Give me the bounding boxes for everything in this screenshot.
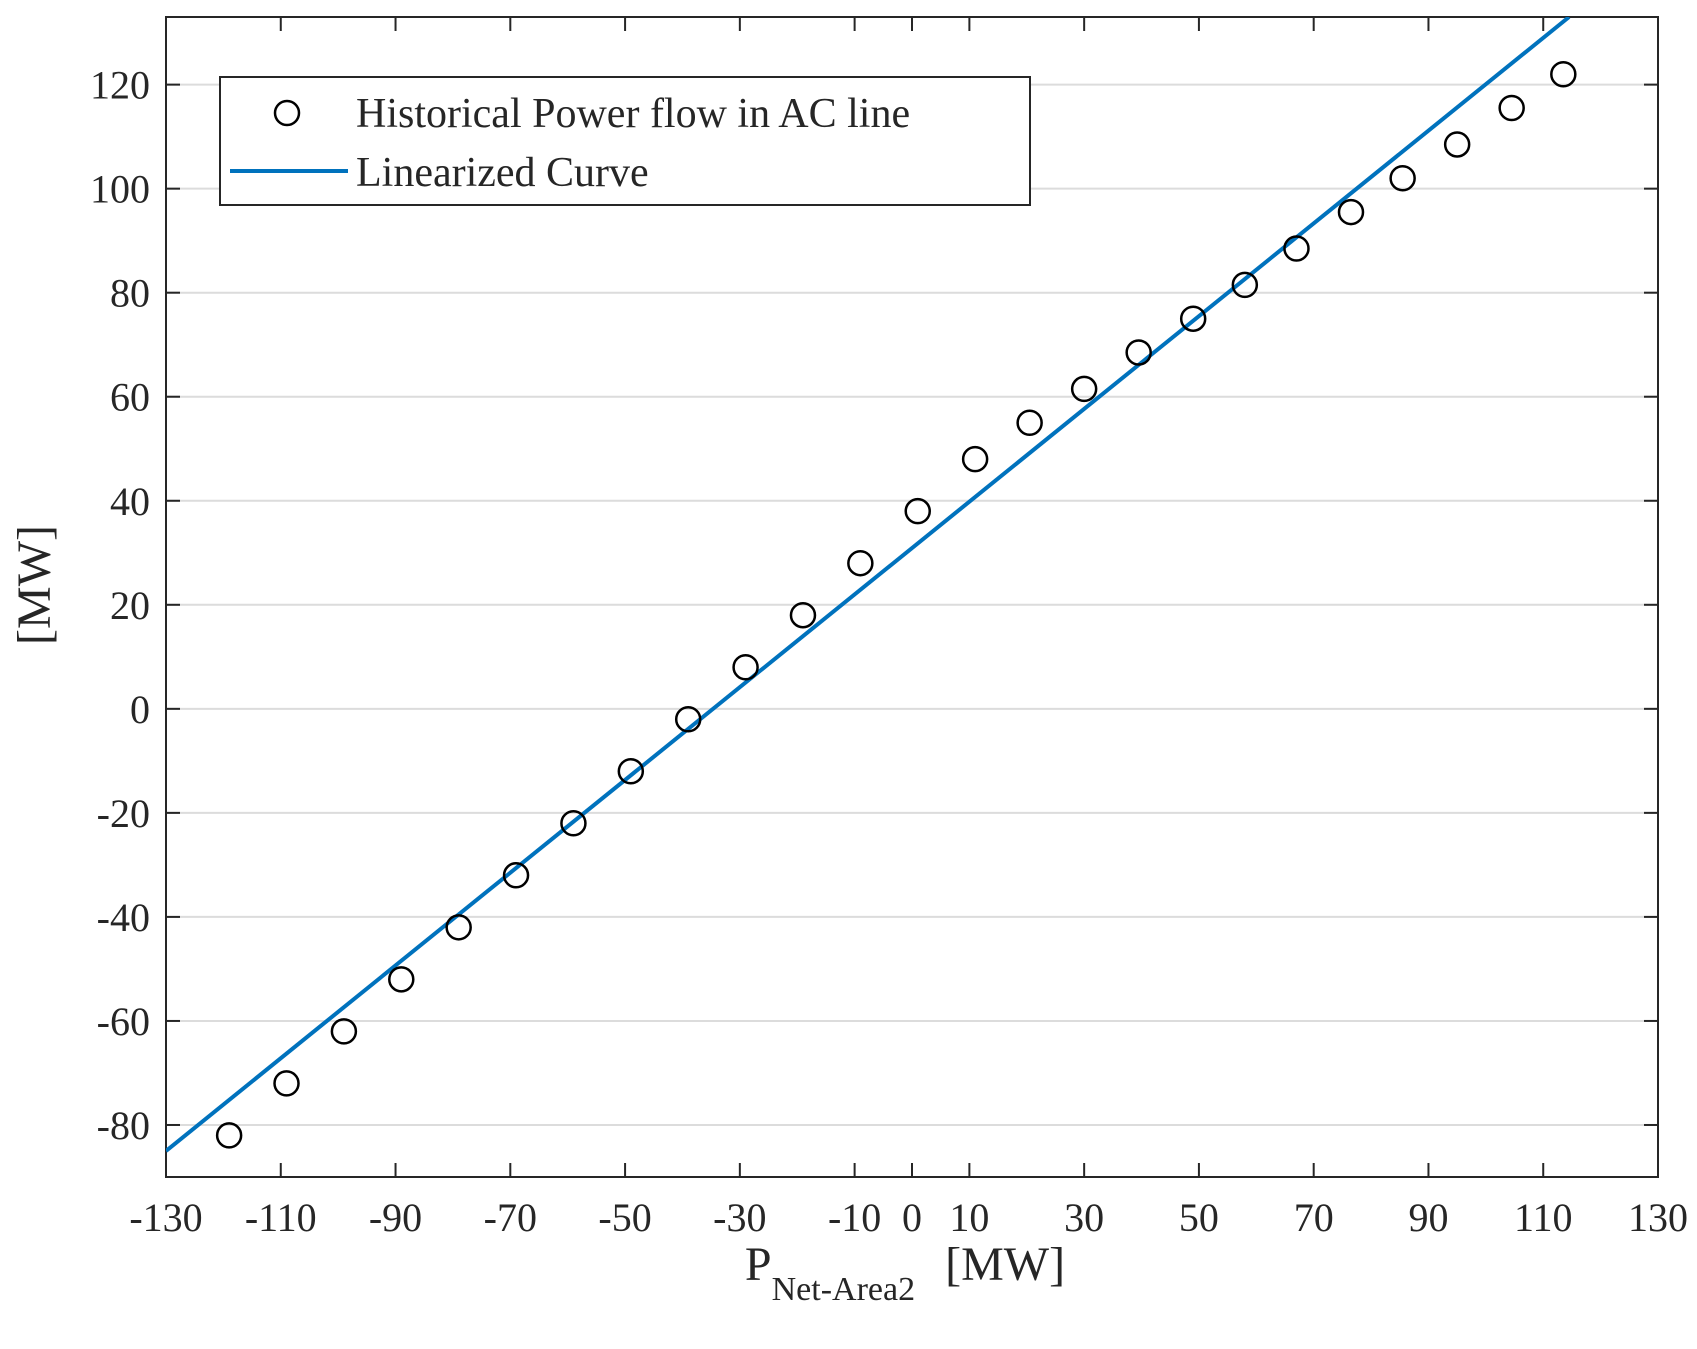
legend-label-historical: Historical Power flow in AC line xyxy=(356,91,910,137)
historical-point xyxy=(330,1018,358,1045)
x-axis-label-subscript: Net-Area2 xyxy=(772,1271,915,1308)
legend-box xyxy=(219,76,1031,206)
historical-point xyxy=(1443,131,1471,158)
x-tick-label: -30 xyxy=(713,1195,766,1240)
y-tick-label: 40 xyxy=(110,479,150,524)
y-tick-label: 60 xyxy=(110,375,150,420)
historical-point xyxy=(445,914,472,941)
linearized-curve-line xyxy=(166,17,1571,1153)
y-axis-label: [MW] xyxy=(8,525,61,645)
x-axis-label-unit: [MW] xyxy=(945,1238,1065,1291)
historical-point xyxy=(732,653,759,681)
legend: Historical Power flow in AC line Lineari… xyxy=(219,76,1031,206)
y-tick-label: -20 xyxy=(97,791,150,836)
historical-point xyxy=(502,862,530,889)
x-axis-label-main: P xyxy=(745,1238,772,1291)
y-tick-label: -80 xyxy=(97,1103,150,1148)
x-tick-label: -110 xyxy=(245,1195,317,1240)
historical-point xyxy=(674,705,702,733)
x-tick-label: 30 xyxy=(1064,1195,1104,1240)
x-axis-label: PNet-Area2 [MW] xyxy=(745,1238,1065,1308)
x-tick-label: 0 xyxy=(902,1195,922,1240)
historical-point xyxy=(961,445,989,473)
legend-marker-historical xyxy=(273,99,301,127)
x-tick-label: 130 xyxy=(1628,1195,1688,1240)
x-tick-label: 50 xyxy=(1179,1195,1219,1240)
historical-point xyxy=(1337,198,1365,226)
linearized-curve-layer xyxy=(166,17,1571,1153)
historical-point xyxy=(847,549,874,577)
legend-label-linearized: Linearized Curve xyxy=(356,150,649,196)
x-tick-label: -70 xyxy=(484,1195,537,1240)
historical-point xyxy=(617,758,645,785)
historical-point xyxy=(904,497,931,525)
historical-point xyxy=(1498,94,1525,122)
historical-point xyxy=(273,1070,300,1097)
historical-point xyxy=(1389,165,1416,192)
historical-point xyxy=(388,966,415,993)
y-tick-label: 20 xyxy=(110,583,150,628)
y-tick-label: -60 xyxy=(97,999,150,1044)
historical-point xyxy=(1016,409,1043,436)
historical-point xyxy=(1550,60,1577,88)
x-axis-ticks: -130 -110 -90 -70 -50 -30 -10 0 10 30 50 70 90 110 130 xyxy=(129,17,1688,1240)
x-tick-label: -130 xyxy=(129,1195,202,1240)
y-tick-label: 0 xyxy=(130,687,150,732)
historical-point xyxy=(1179,305,1207,332)
x-tick-label: 90 xyxy=(1408,1195,1448,1240)
historical-point xyxy=(1070,375,1098,403)
y-tick-label: 80 xyxy=(110,271,150,316)
x-tick-label: 10 xyxy=(949,1195,989,1240)
historical-point xyxy=(1283,235,1310,262)
y-axis-ticks: -80 -60 -40 -20 0 20 40 60 80 100 120 xyxy=(90,63,1658,1148)
historical-point xyxy=(215,1122,243,1149)
x-tick-label: 70 xyxy=(1294,1195,1334,1240)
y-tick-label: 120 xyxy=(90,63,150,108)
y-tick-label: 100 xyxy=(90,167,150,212)
x-tick-label: -90 xyxy=(369,1195,422,1240)
historical-point xyxy=(1231,271,1259,299)
x-tick-label: -10 xyxy=(828,1195,881,1240)
historical-markers-layer xyxy=(215,60,1577,1149)
historical-point xyxy=(560,810,587,837)
x-tick-label: -50 xyxy=(598,1195,651,1240)
historical-point xyxy=(789,601,817,629)
x-tick-label: 110 xyxy=(1514,1195,1573,1240)
historical-point xyxy=(1125,339,1152,366)
y-tick-label: -40 xyxy=(97,895,150,940)
